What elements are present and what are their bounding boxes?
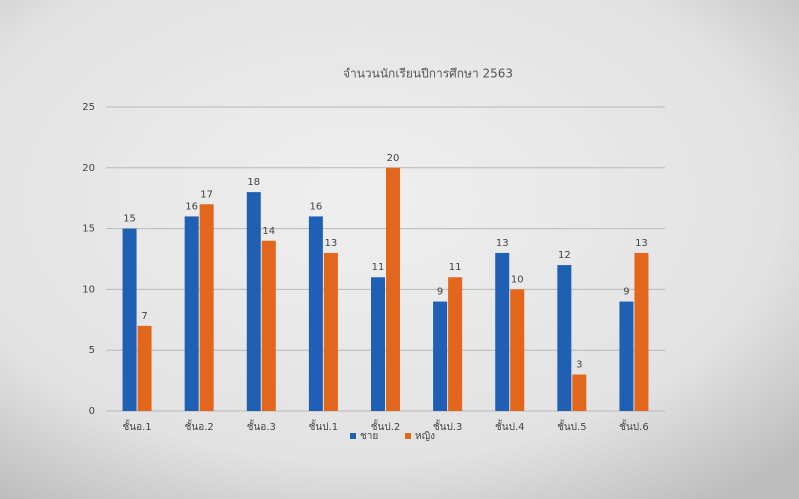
data-label: 9 xyxy=(437,287,443,298)
data-label: 16 xyxy=(310,201,323,212)
data-label: 7 xyxy=(141,311,147,322)
bar xyxy=(199,204,214,411)
x-tick-label: ชั้นป.3 xyxy=(433,419,463,433)
y-tick-label: 5 xyxy=(89,345,95,356)
bar xyxy=(323,252,338,411)
y-tick-label: 15 xyxy=(82,224,95,235)
legend-label: ชาย xyxy=(360,431,378,442)
y-tick-label: 25 xyxy=(82,102,95,113)
bar xyxy=(122,228,137,411)
bar xyxy=(634,252,649,411)
bar xyxy=(448,277,463,411)
y-tick-label: 20 xyxy=(82,163,95,174)
data-label: 13 xyxy=(635,238,648,249)
data-label: 17 xyxy=(200,189,213,200)
data-label: 12 xyxy=(558,250,571,261)
legend-swatch xyxy=(405,433,411,439)
bar xyxy=(510,289,525,411)
x-tick-label: ชั้นป.2 xyxy=(371,419,401,433)
legend-label: หญิง xyxy=(415,431,435,442)
chart-title: จำนวนนักเรียนปีการศึกษา 2563 xyxy=(343,67,513,81)
data-label: 18 xyxy=(247,177,260,188)
x-tick-label: ชั้นป.4 xyxy=(495,419,525,433)
legend-swatch xyxy=(350,433,356,439)
x-tick-label: ชั้นป.5 xyxy=(557,419,587,433)
bar xyxy=(246,192,261,411)
data-label: 3 xyxy=(576,360,582,371)
bar xyxy=(371,277,385,411)
bar xyxy=(308,216,323,411)
data-label: 10 xyxy=(511,274,524,285)
data-label: 13 xyxy=(496,238,509,249)
y-tick-label: 0 xyxy=(89,406,95,417)
bar xyxy=(619,301,634,411)
bar xyxy=(137,325,152,411)
x-tick-label: ชั้นป.1 xyxy=(309,419,339,433)
bar xyxy=(572,374,587,411)
bar xyxy=(261,240,276,411)
data-label: 13 xyxy=(325,238,338,249)
x-tick-label: ชั้นอ.3 xyxy=(247,419,276,433)
data-label: 11 xyxy=(372,262,385,273)
data-label: 14 xyxy=(262,226,275,237)
bar xyxy=(386,167,400,411)
data-label: 15 xyxy=(123,214,136,225)
data-label: 16 xyxy=(185,201,198,212)
bar xyxy=(557,265,572,411)
data-label: 11 xyxy=(449,262,462,273)
bar xyxy=(495,252,510,411)
data-label: 9 xyxy=(623,287,629,298)
bar xyxy=(433,301,448,411)
x-tick-label: ชั้นป.6 xyxy=(619,419,649,433)
x-tick-label: ชั้นอ.1 xyxy=(122,419,151,433)
y-tick-label: 10 xyxy=(82,284,95,295)
bar xyxy=(184,216,199,411)
x-tick-label: ชั้นอ.2 xyxy=(185,419,214,433)
data-label: 20 xyxy=(387,153,400,164)
